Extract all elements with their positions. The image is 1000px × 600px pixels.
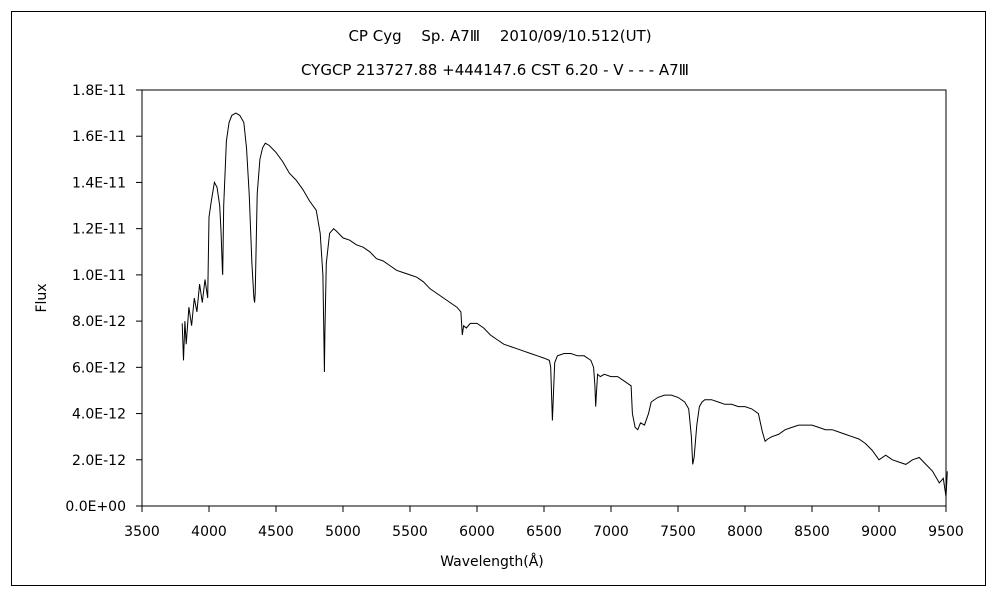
x-tick-label: 6500 [526, 524, 562, 540]
y-tick-label: 0.0E+00 [65, 499, 126, 515]
chart-title: CP Cyg Sp. A7Ⅲ 2010/09/10.512(UT) [348, 27, 651, 45]
x-tick-label: 5500 [392, 524, 428, 540]
y-tick-label: 1.4E-11 [72, 175, 126, 191]
y-tick-label: 1.8E-11 [72, 83, 126, 99]
x-tick-label: 3500 [124, 524, 160, 540]
x-tick-label: 8500 [794, 524, 830, 540]
y-tick-label: 1.2E-11 [72, 222, 126, 238]
y-tick-label: 6.0E-12 [72, 360, 126, 376]
x-tick-label: 5000 [325, 524, 361, 540]
x-tick-label: 9000 [861, 524, 897, 540]
x-tick-label: 4000 [191, 524, 227, 540]
y-tick-label: 2.0E-12 [72, 453, 126, 469]
chart-subtitle: CYGCP 213727.88 +444147.6 CST 6.20 - V -… [301, 61, 689, 79]
x-tick-label: 9500 [928, 524, 964, 540]
plot-area [141, 89, 947, 507]
x-tick-label: 6000 [459, 524, 495, 540]
y-axis: 0.0E+00 2.0E-12 4.0E-12 6.0E-12 8.0E-12 1.0E-… [65, 83, 142, 515]
y-tick-label: 8.0E-12 [72, 314, 126, 330]
y-tick-label: 4.0E-12 [72, 407, 126, 423]
series-line [181, 112, 948, 497]
x-tick-label: 7000 [593, 524, 629, 540]
x-tick-label: 4500 [258, 524, 294, 540]
y-tick-label: 1.6E-11 [72, 129, 126, 145]
x-tick-label: 8000 [727, 524, 763, 540]
y-tick-label: 1.0E-11 [72, 268, 126, 284]
x-axis-label: Wavelength(Å) [440, 553, 544, 570]
x-tick-label: 7500 [660, 524, 696, 540]
x-axis: 3500 4000 4500 5000 5500 6000 6500 7000 7500 8000… [124, 506, 964, 540]
y-axis-label: Flux [34, 283, 50, 312]
